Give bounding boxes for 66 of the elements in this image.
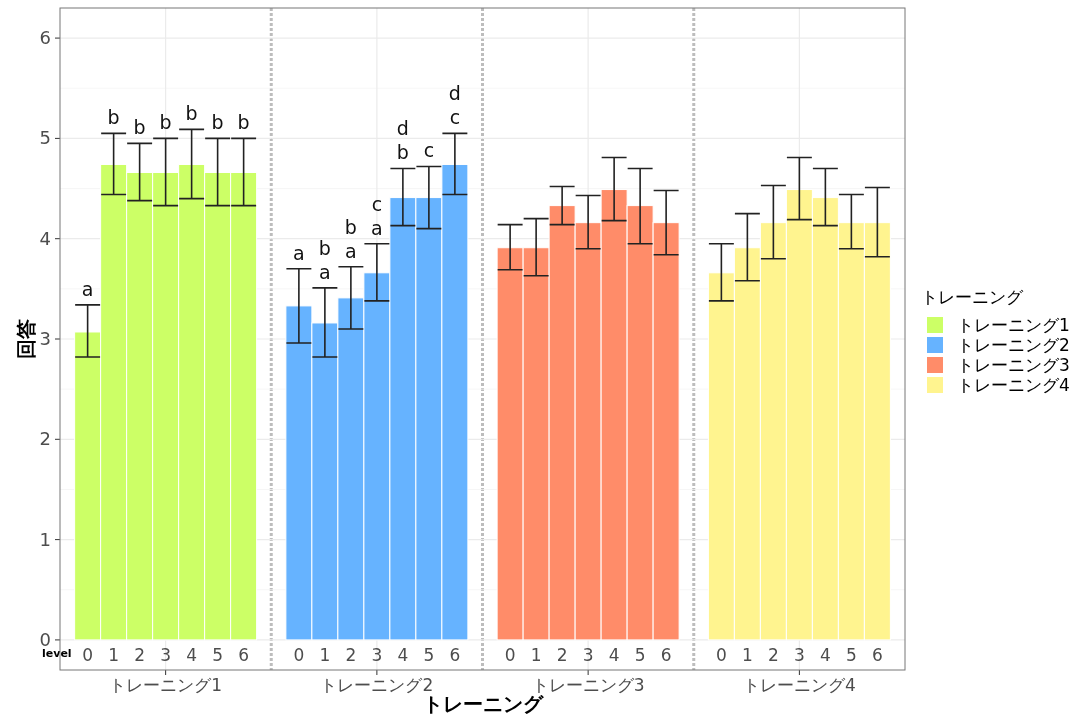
x-tick-label: 5: [634, 645, 646, 665]
x-tick-label: 4: [397, 645, 409, 665]
x-tick-label: 2: [767, 645, 779, 665]
x-tick-label: 2: [345, 645, 357, 665]
x-tick-label: 0: [715, 645, 727, 665]
annotation: b: [133, 116, 146, 139]
y-tick-label: 1: [39, 528, 51, 550]
y-tick-label: 5: [39, 127, 51, 149]
x-axis-title: トレーニング3: [531, 675, 645, 695]
y-tick-label: 2: [39, 428, 51, 450]
annotation: a: [293, 241, 305, 264]
x-tick-label: 5: [212, 645, 224, 665]
x-tick-label: 0: [293, 645, 305, 665]
annotation: b: [396, 141, 409, 164]
x-axis-title: トレーニング2: [320, 675, 434, 695]
x-axis-title: トレーニング1: [109, 675, 223, 695]
y-tick-label: 4: [39, 227, 51, 249]
annotation: d: [396, 117, 409, 140]
x-tick-label: 3: [582, 645, 594, 665]
annotation: a: [81, 277, 94, 300]
x-tick-label: 5: [423, 645, 435, 665]
legend-entry: トレーニング3: [927, 355, 1070, 375]
x-tick-label: 4: [819, 645, 831, 665]
annotation: b: [185, 102, 198, 125]
x-tick-label: 6: [660, 645, 672, 665]
x-tick-label: 3: [371, 645, 383, 665]
x-tick-label: 4: [186, 645, 198, 665]
annotation: c: [449, 106, 461, 129]
annotation: c: [371, 192, 383, 215]
x-tick-label: 6: [238, 645, 250, 665]
x-tick-label: 4: [608, 645, 620, 665]
x-tick-label: 5: [845, 645, 857, 665]
annotation: level: [41, 647, 72, 660]
annotation: b: [211, 111, 224, 134]
legend-title: トレーニング: [921, 287, 1024, 307]
x-tick-label: 0: [82, 645, 94, 665]
x-tick-label: 1: [530, 645, 542, 665]
x-tick-label: 2: [134, 645, 146, 665]
annotation: b: [237, 111, 250, 134]
x-tick-label: 1: [741, 645, 753, 665]
annotation: a: [345, 239, 357, 262]
y-axis-title: 回答: [14, 319, 38, 359]
annotation: c: [423, 139, 435, 162]
x-tick-label: 1: [319, 645, 331, 665]
text: トレーニング: [422, 692, 544, 716]
legend-entry: トレーニング4: [927, 375, 1070, 395]
annotation: d: [448, 82, 461, 105]
annotation: a: [319, 260, 331, 283]
x-axis-title: トレーニング4: [742, 675, 856, 695]
x-tick-label: 1: [108, 645, 120, 665]
y-tick-label: 3: [39, 328, 51, 349]
x-tick-label: 6: [449, 645, 461, 665]
legend-entry: トレーニング2: [927, 335, 1070, 355]
x-tick-label: 3: [160, 645, 172, 665]
annotation: a: [371, 216, 383, 239]
legend-entry: トレーニング1: [927, 315, 1070, 335]
x-tick-label: 6: [871, 645, 883, 665]
annotation: b: [107, 106, 120, 129]
annotation: b: [159, 111, 172, 134]
annotation: b: [318, 236, 331, 259]
x-tick-label: 0: [504, 645, 516, 665]
x-tick-label: 3: [793, 645, 805, 665]
x-tick-label: 2: [556, 645, 568, 665]
y-tick-label: 0: [39, 628, 51, 650]
annotation: b: [344, 215, 357, 238]
y-tick-label: 6: [39, 27, 51, 49]
